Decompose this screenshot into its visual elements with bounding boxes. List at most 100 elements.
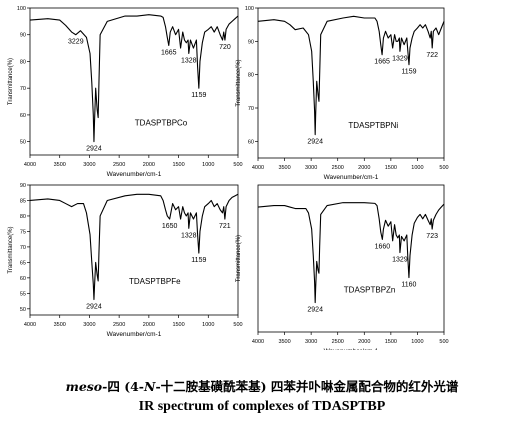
x-tick-label-fe: 1000 <box>202 322 214 328</box>
x-tick-label-ni: 3000 <box>305 165 317 171</box>
sample-title-fe: TDASPTBPFe <box>129 277 181 286</box>
y-tick-label-ni: 80 <box>248 73 254 79</box>
caption-mid: 四 (4- <box>107 379 144 394</box>
peak-label-co: 2924 <box>86 146 102 153</box>
peak-label-ni: 1329 <box>392 55 408 62</box>
y-tick-label-co: 70 <box>20 86 26 92</box>
x-tick-label-zn: 1500 <box>385 339 397 345</box>
x-tick-label-zn: 4000 <box>252 339 264 345</box>
x-axis-label-ni: Wavenumber/cm-1 <box>324 174 379 181</box>
spectrum-line-zn <box>257 202 445 304</box>
x-tick-label-fe: 2500 <box>113 322 125 328</box>
y-tick-label-fe: 55 <box>20 291 26 297</box>
x-tick-label-co: 1500 <box>172 162 184 168</box>
x-tick-label-ni: 2500 <box>332 165 344 171</box>
x-tick-label-zn: 1000 <box>411 339 423 345</box>
x-tick-label-co: 3000 <box>83 162 95 168</box>
x-tick-label-ni: 2000 <box>358 165 370 171</box>
y-tick-label-fe: 65 <box>20 260 26 266</box>
sample-title-zn: TDASPTBPZn <box>344 285 396 294</box>
peak-label-ni: 2924 <box>307 139 323 146</box>
spectrum-line-co <box>29 14 239 143</box>
x-tick-label-ni: 4000 <box>252 165 264 171</box>
y-tick-label-co: 80 <box>20 59 26 65</box>
caption-meso-prefix: meso- <box>65 379 108 394</box>
x-tick-label-co: 4000 <box>24 162 36 168</box>
plot-frame-zn <box>257 184 445 333</box>
y-tick-label-ni: 90 <box>248 39 254 45</box>
x-tick-label-fe: 1500 <box>172 322 184 328</box>
peak-label-co: 1159 <box>191 92 206 99</box>
peak-label-zn: 1329 <box>392 257 408 264</box>
peak-label-fe: 1159 <box>191 257 206 264</box>
plot-frame-fe <box>29 184 239 316</box>
plot-frame-co <box>29 7 239 156</box>
x-tick-label-zn: 500 <box>439 339 448 345</box>
sample-title-co: TDASPTBPCo <box>135 119 188 128</box>
peak-label-ni: 722 <box>426 52 438 59</box>
y-tick-label-fe: 60 <box>20 276 26 282</box>
y-tick-label-co: 100 <box>17 6 26 12</box>
peak-label-fe: 2924 <box>86 304 102 311</box>
x-tick-label-co: 500 <box>233 162 242 168</box>
x-axis-label-fe: Wavenumber/cm-1 <box>107 331 162 338</box>
y-tick-label-fe: 50 <box>20 307 26 313</box>
peak-label-co: 720 <box>219 44 231 51</box>
y-tick-label-co: 50 <box>20 140 26 146</box>
caption-rest: -十二胺基磺酰苯基) 四苯并卟啉金属配合物的红外光谱 <box>155 379 459 394</box>
y-tick-label-fe: 70 <box>20 245 26 251</box>
x-tick-label-ni: 1000 <box>411 165 423 171</box>
peak-label-zn: 2924 <box>307 307 323 314</box>
x-tick-label-ni: 1500 <box>385 165 397 171</box>
peak-label-ni: 1665 <box>374 59 390 66</box>
y-axis-label-fe: Transmittance(%) <box>8 226 14 273</box>
y-tick-label-ni: 60 <box>248 139 254 145</box>
peak-label-fe: 721 <box>219 223 231 230</box>
y-tick-label-ni: 70 <box>248 106 254 112</box>
x-tick-label-fe: 3000 <box>83 322 95 328</box>
y-tick-label-co: 60 <box>20 113 26 119</box>
x-tick-label-fe: 2000 <box>143 322 155 328</box>
x-tick-label-fe: 4000 <box>24 322 36 328</box>
y-tick-label-fe: 85 <box>20 198 26 204</box>
plot-frame-ni <box>257 7 445 159</box>
y-tick-label-fe: 75 <box>20 229 26 235</box>
x-axis-label-co: Wavenumber/cm-1 <box>107 171 162 178</box>
y-tick-label-fe: 90 <box>20 183 26 189</box>
peak-label-co: 1665 <box>161 49 177 56</box>
peak-label-zn: 1660 <box>375 243 391 250</box>
spectrum-line-ni <box>257 15 445 136</box>
spectrum-line-fe <box>29 193 239 301</box>
x-tick-label-co: 1000 <box>202 162 214 168</box>
peak-label-fe: 1328 <box>181 232 197 239</box>
x-tick-label-zn: 2500 <box>332 339 344 345</box>
y-tick-label-fe: 80 <box>20 214 26 220</box>
x-tick-label-fe: 500 <box>233 322 242 328</box>
x-tick-label-zn: 3500 <box>278 339 290 345</box>
peak-label-zn: 1160 <box>401 282 416 289</box>
peak-label-ni: 1159 <box>401 69 416 76</box>
x-tick-label-ni: 500 <box>439 165 448 171</box>
y-axis-label-co: Transmittance(%) <box>8 58 14 105</box>
caption-italic-n: N <box>144 379 156 394</box>
peak-label-fe: 1650 <box>162 223 178 230</box>
peak-label-zn: 723 <box>426 233 438 240</box>
sample-title-ni: TDASPTBPNi <box>348 121 398 130</box>
x-tick-label-fe: 3500 <box>54 322 66 328</box>
x-axis-label-zn: Wavenumber/cm-1 <box>324 348 379 350</box>
x-tick-label-zn: 3000 <box>305 339 317 345</box>
figure-caption-chinese: meso-四 (4-N-十二胺基磺酰苯基) 四苯并卟啉金属配合物的红外光谱 <box>0 376 524 395</box>
y-axis-label-zn: Transmittance(%) <box>236 235 242 282</box>
y-axis-label-ni: Transmittance(%) <box>236 59 242 106</box>
x-tick-label-co: 2500 <box>113 162 125 168</box>
y-tick-label-ni: 100 <box>245 6 254 12</box>
peak-label-co: 3229 <box>68 39 84 46</box>
ir-spectra-figure: 4000 3500 3000 2500 2000 1500 1000 500 50 60 70 80 9… <box>8 6 449 350</box>
y-tick-label-co: 90 <box>20 33 26 39</box>
x-tick-label-ni: 3500 <box>278 165 290 171</box>
x-tick-label-co: 3500 <box>54 162 66 168</box>
peak-label-co: 1328 <box>181 57 197 64</box>
figure-caption-english: IR spectrum of complexes of TDASPTBP <box>138 399 386 414</box>
x-tick-label-co: 2000 <box>143 162 155 168</box>
x-tick-label-zn: 2000 <box>358 339 370 345</box>
